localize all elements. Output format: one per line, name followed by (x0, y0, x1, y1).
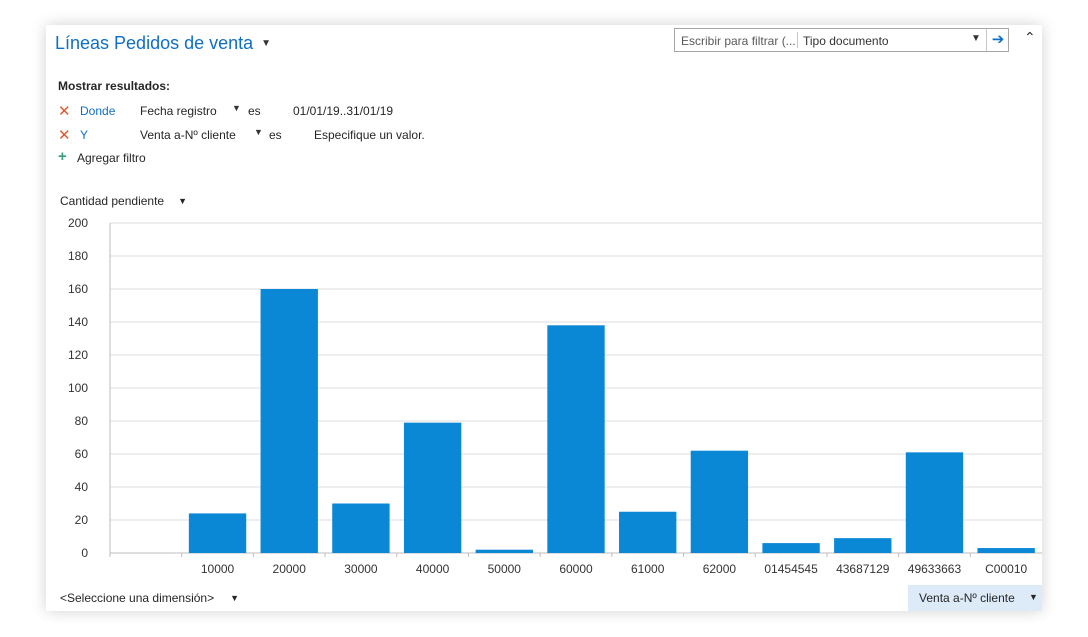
y-tick-label: 20 (75, 513, 89, 527)
y-tick-label: 120 (68, 348, 88, 362)
y-tick-label: 180 (68, 249, 88, 263)
add-filter-label: Agregar filtro (77, 151, 146, 165)
caret-down-icon: ▼ (178, 196, 188, 206)
filter-conjunction: Donde (80, 104, 116, 118)
filter-go-divider (986, 29, 987, 51)
chevron-up-icon[interactable]: ⌃ (1024, 29, 1036, 45)
arrow-right-icon[interactable]: ➔ (991, 31, 1005, 48)
bar (332, 503, 390, 553)
series-dimension-button[interactable]: Venta a-Nº cliente ▼ (908, 585, 1042, 611)
filter-field-caret-down-icon[interactable]: ▼ (971, 33, 981, 44)
bar (905, 452, 964, 553)
filter-divider (797, 32, 798, 48)
bar (690, 450, 749, 553)
bar (977, 548, 1035, 553)
measure-label: Cantidad pendiente (60, 194, 165, 208)
filter-operator: es (269, 128, 282, 142)
caret-down-icon: ▼ (1029, 592, 1038, 602)
filter-row: ✕ Donde Fecha registro ▼ es 01/01/19..31… (58, 103, 438, 122)
x-tick-label: 50000 (488, 562, 522, 576)
x-tick-label: 60000 (559, 562, 593, 576)
y-tick-label: 60 (75, 447, 89, 461)
x-tick-label: 01454545 (764, 562, 818, 576)
bar-chart: 0 20 40 60 80 100 120 140 160 180 200 10000 20000 300… (68, 216, 1042, 576)
bar (547, 325, 605, 553)
filter-value[interactable]: 01/01/19..31/01/19 (293, 104, 394, 118)
x-tick-label: 40000 (416, 562, 450, 576)
x-tick-label: 61000 (631, 562, 665, 576)
x-tick-label: 43687129 (836, 562, 890, 576)
x-tick-label: 10000 (201, 562, 235, 576)
bar (475, 549, 533, 553)
dimension-select[interactable]: <Seleccione una dimensión> ▼ (60, 591, 239, 605)
filter-conjunction: Y (80, 128, 89, 142)
y-tick-label: 200 (68, 216, 88, 230)
add-filter-button[interactable]: + Agregar filtro (58, 148, 178, 169)
x-tick-label: C00010 (985, 562, 1027, 576)
filter-operator: es (248, 104, 261, 118)
plus-icon: + (58, 148, 67, 165)
x-tick-label: 20000 (273, 562, 307, 576)
bar (188, 513, 247, 553)
filter-field-select[interactable]: Tipo documento (803, 34, 889, 48)
bar (834, 538, 892, 553)
caret-down-icon[interactable]: ▼ (254, 127, 263, 137)
measure-select[interactable]: Cantidad pendiente ▼ (60, 194, 187, 208)
y-tick-label: 40 (75, 480, 89, 494)
filter-row: ✕ Y Venta a-Nº cliente ▼ es Especifique … (58, 127, 458, 146)
y-tick-label: 160 (68, 282, 88, 296)
bar (762, 543, 820, 553)
filter-value[interactable]: Especifique un valor. (314, 128, 425, 142)
dimension-label: <Seleccione una dimensión> (60, 591, 215, 605)
filters-heading: Mostrar resultados: (58, 79, 171, 93)
bar (260, 289, 318, 553)
filter-field[interactable]: Venta a-Nº cliente (140, 128, 236, 142)
x-tick-label: 62000 (703, 562, 737, 576)
caret-down-icon: ▼ (230, 593, 240, 603)
bar (619, 511, 677, 553)
filter-field[interactable]: Fecha registro (140, 104, 217, 118)
close-x-icon[interactable]: ✕ (58, 127, 71, 144)
y-tick-label: 100 (68, 381, 88, 395)
x-tick-label: 30000 (344, 562, 378, 576)
y-tick-label: 140 (68, 315, 88, 329)
page-title-text: Líneas Pedidos de venta (55, 33, 254, 53)
title-caret-down-icon[interactable]: ▼ (261, 38, 272, 49)
x-tick-label: 49633663 (908, 562, 962, 576)
caret-down-icon[interactable]: ▼ (232, 103, 241, 113)
y-tick-label: 0 (81, 546, 88, 560)
chart-panel: Líneas Pedidos de venta ▼ Escribir para f… (46, 25, 1042, 611)
filter-box: Escribir para filtrar (... Tipo document… (674, 28, 1009, 52)
filter-input[interactable]: Escribir para filtrar (... (681, 34, 796, 48)
bar (403, 422, 462, 553)
page-title[interactable]: Líneas Pedidos de venta ▼ (55, 33, 271, 54)
y-tick-label: 80 (75, 414, 89, 428)
close-x-icon[interactable]: ✕ (58, 103, 71, 120)
series-dimension-label: Venta a-Nº cliente (919, 591, 1015, 605)
